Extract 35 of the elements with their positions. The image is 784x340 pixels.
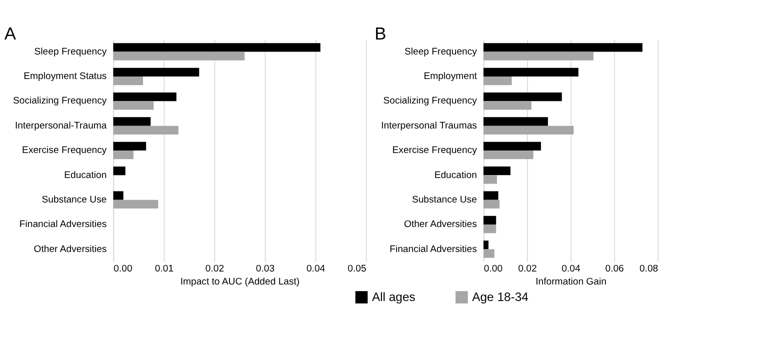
x-axis-title: Impact to AUC (Added Last) <box>180 276 300 288</box>
y-tick-label: Education <box>64 170 107 181</box>
legend-label: All ages <box>372 290 416 304</box>
x-tick-label: 0.04 <box>306 264 326 275</box>
y-tick-label: Socializing Frequency <box>13 96 107 107</box>
x-tick-label: 0.06 <box>605 264 624 275</box>
y-tick-label: Interpersonal Traumas <box>381 120 478 132</box>
y-tick-label: Exercise Frequency <box>22 145 107 156</box>
y-tick-label: Other Adversities <box>404 219 478 230</box>
y-tick-label: Socializing Frequency <box>383 96 478 107</box>
y-tick-label: Exercise Frequency <box>392 145 478 156</box>
y-tick-label: Employment Status <box>24 71 107 82</box>
y-tick-label: Other Adversities <box>34 244 107 255</box>
y-tick-label: Education <box>434 170 477 181</box>
y-tick-label: Sleep Frequency <box>404 46 478 58</box>
x-tick-label: 0.08 <box>639 264 658 275</box>
chart-title: B <box>374 23 386 44</box>
y-tick-label: Interpersonal-Trauma <box>14 120 108 132</box>
x-tick-label: 0.04 <box>562 264 581 275</box>
x-tick-label: 0.01 <box>154 264 174 275</box>
y-tick-label: Financial Adversities <box>19 219 107 230</box>
chart-title: A <box>4 23 16 44</box>
x-tick-label: 0.00 <box>484 264 503 275</box>
x-tick-label: 0.05 <box>348 264 366 275</box>
legend-label: Age 18-34 <box>472 290 529 304</box>
y-tick-label: Substance Use <box>412 194 477 206</box>
y-tick-label: Financial Adversities <box>390 244 478 255</box>
x-axis-title: Information Gain <box>536 276 606 288</box>
y-tick-label: Employment <box>424 71 478 82</box>
x-tick-label: 0.03 <box>256 264 275 275</box>
x-tick-label: 0.02 <box>205 264 224 275</box>
x-tick-label: 0.02 <box>518 264 537 275</box>
x-tick-label: 0.00 <box>114 264 132 275</box>
y-tick-label: Sleep Frequency <box>34 46 107 58</box>
y-tick-label: Substance Use <box>42 194 107 206</box>
